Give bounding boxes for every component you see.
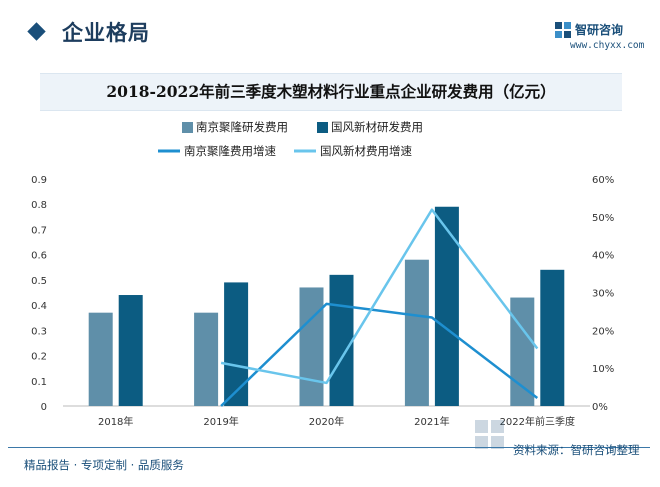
bar (540, 269, 565, 406)
bar (224, 282, 249, 406)
y-left-tick-label: 0.4 (31, 301, 47, 312)
y-left-tick-label: 0.6 (31, 251, 47, 262)
y-left-tick-label: 0.1 (31, 377, 47, 388)
data-source: 资料来源：智研咨询整理 (513, 443, 640, 457)
y-right-tick-label: 30% (592, 289, 614, 300)
footer-tagline: 精品报告 · 专项定制 · 品质服务 (24, 458, 184, 472)
y-right-tick-label: 40% (592, 251, 614, 262)
y-right-tick-label: 20% (592, 326, 614, 337)
bar (118, 295, 143, 406)
y-left-tick-label: 0.2 (31, 352, 47, 363)
legend-label: 国风新材费用增速 (320, 144, 412, 158)
brand-logo: 智研咨询 www.chyxx.com (555, 21, 650, 57)
bar (299, 287, 324, 406)
y-left-tick-label: 0.3 (31, 326, 47, 337)
y-left-tick-label: 0.9 (31, 175, 47, 186)
series-line (220, 208, 539, 385)
brand-name: 智研咨询 (575, 23, 624, 37)
legend-label: 南京聚隆费用增速 (184, 144, 276, 158)
x-tick-label: 2022年前三季度 (500, 415, 575, 428)
brand-url: www.chyxx.com (570, 40, 645, 51)
x-tick-label: 2019年 (203, 415, 238, 428)
legend-swatch (182, 122, 193, 133)
y-left-tick-label: 0.5 (31, 276, 47, 287)
x-tick-label: 2020年 (309, 415, 344, 428)
y-left-tick-label: 0 (41, 402, 47, 413)
y-right-tick-label: 60% (592, 175, 614, 186)
bar (404, 259, 429, 406)
legend-label: 南京聚隆研发费用 (196, 120, 288, 134)
bar (88, 312, 113, 406)
legend-swatch (317, 122, 328, 133)
page-header: 企业格局 智研咨询 www.chyxx.com (0, 0, 660, 62)
x-tick-label: 2018年 (98, 415, 133, 428)
y-right-tick-label: 50% (592, 213, 614, 224)
section-title: 企业格局 (62, 21, 150, 45)
legend-label: 国风新材研发费用 (331, 120, 423, 134)
series-line (220, 302, 539, 407)
y-right-tick-label: 10% (592, 364, 614, 375)
chart-title-band: 2018-2022年前三季度木塑材料行业重点企业研发费用（亿元） (40, 73, 622, 111)
bar (329, 274, 354, 406)
brand-mark-icon (555, 22, 571, 38)
bar (510, 297, 535, 406)
bar (434, 206, 459, 406)
x-tick-label: 2021年 (414, 415, 449, 428)
y-left-tick-label: 0.7 (31, 225, 47, 236)
footer-divider (8, 447, 650, 448)
bar (194, 312, 219, 406)
chart-title: 2018-2022年前三季度木塑材料行业重点企业研发费用（亿元） (106, 82, 556, 101)
y-right-tick-label: 0% (592, 402, 608, 413)
y-left-tick-label: 0.8 (31, 200, 47, 211)
